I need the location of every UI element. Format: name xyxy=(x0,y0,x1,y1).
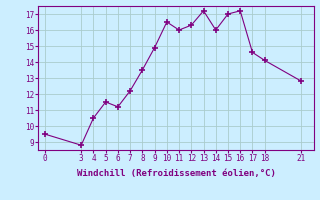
X-axis label: Windchill (Refroidissement éolien,°C): Windchill (Refroidissement éolien,°C) xyxy=(76,169,276,178)
